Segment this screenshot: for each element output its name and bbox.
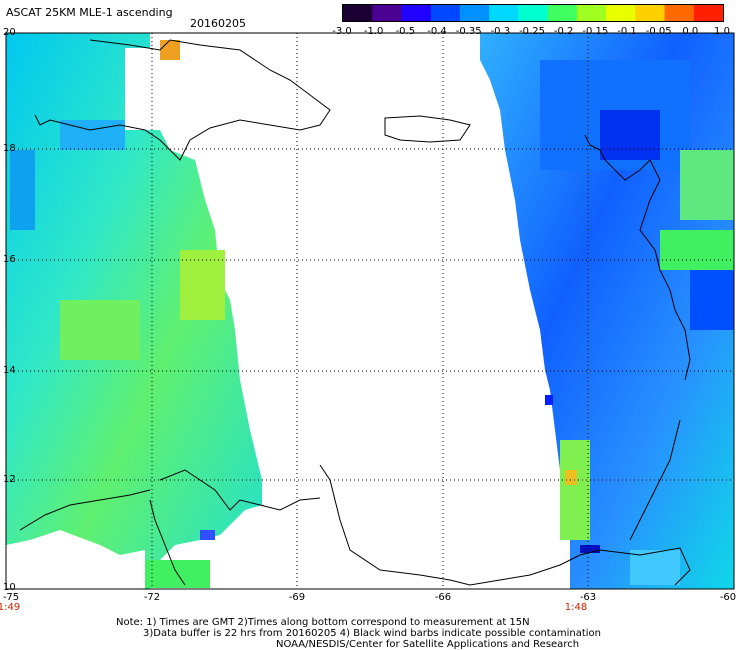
colorbar-swatch xyxy=(430,5,461,21)
colorbar-swatch xyxy=(576,5,607,21)
colorbar-label: -0.1 xyxy=(617,26,637,37)
colorbar-label: -0.35 xyxy=(455,26,482,37)
lon-label: -60 xyxy=(719,592,737,603)
lat-label: 12 xyxy=(3,474,16,485)
product-date: 20160205 xyxy=(190,17,246,30)
time-label-left: 1:49 xyxy=(0,602,21,613)
colorbar-label: -3.0 xyxy=(332,26,352,37)
colorbar-swatch xyxy=(489,5,519,21)
colorbar-swatch xyxy=(547,5,578,21)
colorbar-label: -0.3 xyxy=(490,26,511,37)
right-swath xyxy=(480,33,734,589)
lon-label: -66 xyxy=(434,592,452,603)
colorbar-swatch xyxy=(693,5,723,21)
note-line-2: 3)Data buffer is 22 hrs from 20160205 4)… xyxy=(143,628,601,639)
lon-label: -75 xyxy=(2,592,20,603)
colorbar-swatch xyxy=(664,5,695,21)
coastlines xyxy=(19,39,691,586)
colorbar-label: -0.15 xyxy=(582,26,609,37)
colorbar-label: -0.2 xyxy=(553,26,574,37)
colorbar-label: -0.5 xyxy=(395,26,416,37)
colorbar-label: -1.0 xyxy=(363,26,384,37)
lat-lon-grid xyxy=(6,33,734,589)
left-swath xyxy=(6,33,262,590)
colorbar-label: -0.4 xyxy=(427,26,447,37)
colorbar-swatch xyxy=(343,5,373,21)
note-line-1: Note: 1) Times are GMT 2)Times along bot… xyxy=(116,617,530,628)
colorbar-label: -0.25 xyxy=(519,26,545,37)
colorbar-swatch xyxy=(372,5,402,21)
colorbar-label: 0.0 xyxy=(682,26,699,37)
note-line-3: NOAA/NESDIS/Center for Satellite Applica… xyxy=(276,639,580,650)
lat-label: 18 xyxy=(3,143,16,154)
colorbar-label: -0.05 xyxy=(645,26,672,37)
colorbar-swatch xyxy=(518,5,549,21)
lon-label: -72 xyxy=(143,592,161,603)
lat-label: 10 xyxy=(3,582,16,593)
lat-label: 14 xyxy=(3,365,16,376)
colorbar-label: 1.0 xyxy=(714,26,730,37)
map-frame xyxy=(5,32,735,590)
colorbar-swatch xyxy=(401,5,432,21)
colorbar-swatch xyxy=(606,5,636,21)
time-label-right: 1:48 xyxy=(564,602,588,613)
lat-label: 16 xyxy=(3,254,16,265)
product-title: ASCAT 25KM MLE-1 ascending xyxy=(6,6,173,19)
lon-label: -69 xyxy=(288,592,306,603)
colorbar xyxy=(342,4,724,22)
colorbar-swatch xyxy=(635,5,666,21)
lat-label: 20 xyxy=(3,27,16,38)
lon-label: -63 xyxy=(579,592,597,603)
colorbar-swatch xyxy=(459,5,490,21)
